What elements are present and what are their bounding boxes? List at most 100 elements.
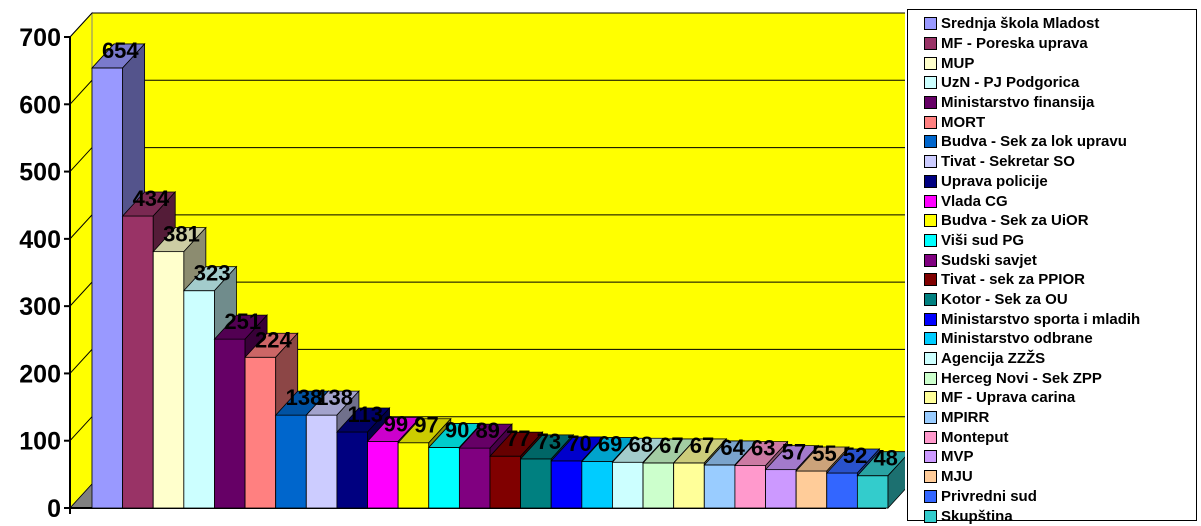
legend-swatch	[924, 233, 937, 247]
legend-swatch	[924, 292, 937, 306]
y-tick-label: 300	[19, 293, 61, 321]
bar-front	[612, 461, 644, 509]
legend-label: Kotor - Sek za OU	[941, 290, 1068, 308]
legend-label: MVP	[941, 448, 974, 466]
data-label: 97	[414, 413, 438, 438]
legend-swatch	[924, 96, 937, 110]
bar-front	[397, 442, 430, 509]
data-label: 67	[659, 433, 683, 458]
data-label: 89	[475, 418, 499, 443]
bar-front	[489, 455, 522, 509]
legend-label: Privredni sud	[941, 487, 1037, 505]
legend-swatch	[924, 115, 937, 129]
bar-front	[183, 290, 215, 509]
chart-plot: 0 100 200 300 400 500 600 700 654 434 381 323 25122…	[19, 11, 905, 523]
legend-item: Skupština	[924, 506, 1196, 526]
side-wall	[69, 11, 93, 510]
legend-swatch	[924, 135, 937, 149]
legend-label: MF - Uprava carina	[941, 389, 1076, 407]
data-label: 99	[384, 411, 408, 436]
bar-front	[458, 447, 491, 509]
y-tick-label: 100	[19, 428, 61, 456]
data-label: 323	[194, 261, 231, 286]
bar	[856, 451, 905, 510]
legend-label: Ministarstvo finansija	[941, 94, 1095, 112]
legend-item: Agencija ZZŽS	[924, 349, 1196, 369]
y-tick-label: 200	[19, 360, 61, 388]
data-label: 138	[316, 385, 353, 410]
legend-item: Vlada CG	[924, 191, 1196, 211]
legend-label: Vlada CG	[941, 192, 1008, 210]
bar-front	[122, 215, 154, 509]
bar-front	[703, 464, 736, 509]
bar-front	[428, 447, 460, 509]
y-tick-label: 0	[47, 495, 61, 523]
legend-label: MJU	[941, 468, 973, 486]
legend-label: MUP	[941, 54, 975, 72]
legend-item: Uprava policije	[924, 172, 1196, 192]
legend-item: Privredni sud	[924, 487, 1196, 507]
bar-front	[152, 251, 185, 509]
bar-front	[734, 465, 766, 509]
data-label: 67	[690, 433, 714, 458]
data-label: 52	[843, 443, 867, 468]
legend-label: Ministarstvo sporta i mladih	[941, 310, 1141, 328]
legend-item: MF - Uprava carina	[924, 388, 1196, 408]
y-tick-label: 400	[19, 226, 61, 254]
bar-front	[214, 338, 246, 509]
data-label: 64	[720, 435, 745, 460]
legend-item: Ministarstvo finansija	[924, 93, 1196, 113]
legend-label: MF - Poreska uprava	[941, 35, 1088, 53]
legend-swatch	[924, 174, 937, 188]
legend-swatch	[924, 450, 937, 464]
legend-label: Tivat - sek za PPIOR	[941, 271, 1085, 289]
data-label: 73	[537, 429, 561, 454]
bar-front	[367, 440, 399, 509]
bar-front	[550, 460, 583, 509]
legend-label: Uprava policije	[941, 172, 1048, 190]
legend-item: MPIRR	[924, 408, 1196, 428]
legend-label: Agencija ZZŽS	[941, 350, 1046, 368]
data-label: 77	[506, 426, 530, 451]
legend-swatch	[924, 391, 937, 405]
gridline	[69, 12, 905, 38]
legend-item: MF - Poreska uprava	[924, 34, 1196, 54]
legend-label: Sudski savjet	[941, 251, 1037, 269]
legend-item: Tivat - Sekretar SO	[924, 152, 1196, 172]
legend-swatch	[924, 214, 937, 228]
legend-swatch	[924, 411, 937, 425]
y-tick-label: 600	[19, 91, 61, 119]
bar-front	[826, 472, 858, 509]
bar-front	[305, 414, 338, 509]
legend-item: MJU	[924, 467, 1196, 487]
legend-label: MPIRR	[941, 409, 990, 427]
legend-label: Budva - Sek za lok upravu	[941, 133, 1127, 151]
data-label: 48	[873, 446, 897, 471]
data-label: 70	[567, 431, 591, 456]
data-label: 113	[347, 402, 383, 427]
data-label: 63	[751, 436, 775, 461]
y-tick-label: 700	[19, 24, 61, 52]
bar-front	[856, 475, 889, 509]
data-label: 251	[224, 309, 261, 334]
legend-swatch	[924, 17, 937, 31]
legend-swatch	[924, 312, 937, 326]
legend-swatch	[924, 76, 937, 90]
data-label: 381	[163, 222, 200, 247]
legend-item: MORT	[924, 112, 1196, 132]
legend-label: Ministarstvo odbrane	[941, 330, 1093, 348]
data-label: 69	[598, 432, 622, 457]
legend-swatch	[924, 273, 937, 287]
y-tick-label: 500	[19, 159, 61, 187]
legend-label: Herceg Novi - Sek ZPP	[941, 369, 1102, 387]
legend-swatch	[924, 332, 937, 346]
bar-front	[642, 462, 675, 509]
legend-swatch	[924, 352, 937, 366]
legend-item: Sudski savjet	[924, 250, 1196, 270]
legend-item: MUP	[924, 53, 1196, 73]
legend-label: Srednja škola Mladost	[941, 15, 1100, 33]
legend-item: Kotor - Sek za OU	[924, 290, 1196, 310]
data-label: 434	[133, 186, 170, 211]
bar-front	[336, 431, 368, 509]
